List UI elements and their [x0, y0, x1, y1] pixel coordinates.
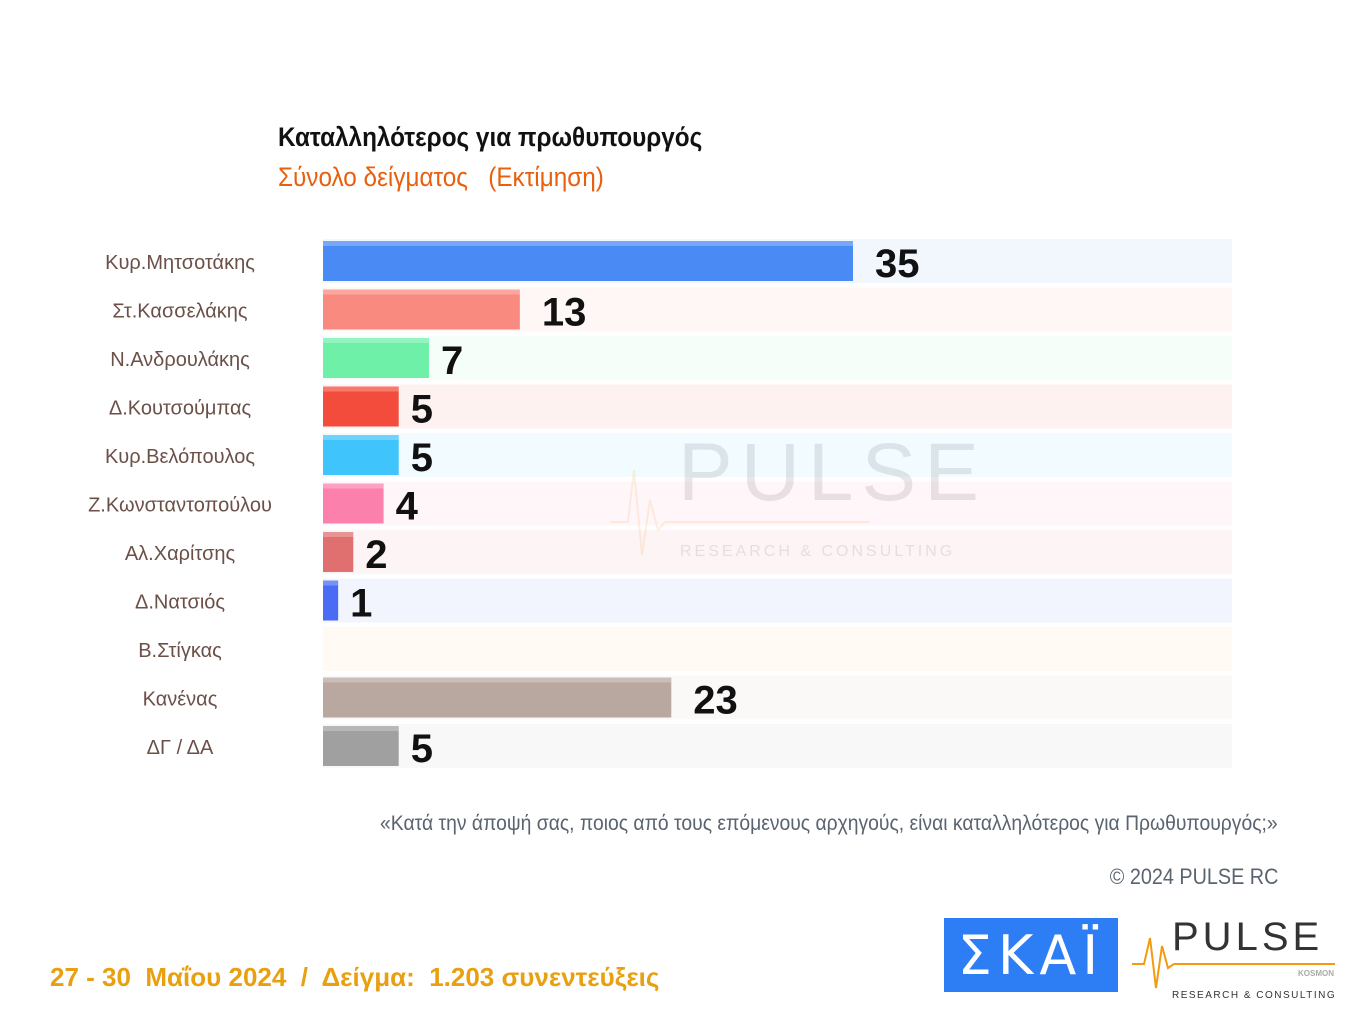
- skai-logo: ΣΚΑΪ: [944, 918, 1118, 992]
- row-band: [323, 724, 1232, 768]
- bar-highlight: [323, 726, 399, 731]
- value-label: 2: [365, 533, 387, 577]
- category-label: Β.Στίγκας: [138, 640, 222, 662]
- bar-highlight: [323, 338, 429, 343]
- category-label: Αλ.Χαρίτσης: [125, 543, 236, 565]
- value-label: 5: [411, 727, 433, 771]
- value-label: 1: [350, 582, 372, 626]
- bar-highlight: [323, 677, 672, 683]
- category-label: Δ.Νατσιός: [135, 592, 225, 614]
- bar-highlight: [323, 241, 853, 246]
- category-label: Κανένας: [143, 689, 218, 711]
- chart-subtitle: Σύνολο δείγματος (Εκτίμηση): [278, 162, 604, 192]
- value-label: 5: [411, 388, 433, 432]
- bar: [323, 338, 429, 378]
- bar: [323, 386, 399, 427]
- bar-highlight: [323, 532, 354, 537]
- survey-dates-sample: 27 - 30 Μαΐου 2024 / Δείγμα: 1.203 συνεν…: [50, 962, 660, 992]
- bar: [323, 726, 399, 766]
- svg-text:RESEARCH & CONSULTING: RESEARCH & CONSULTING: [680, 543, 955, 560]
- row-band: [323, 578, 1232, 623]
- row-band: [323, 530, 1232, 574]
- bar: [323, 532, 354, 572]
- bar-highlight: [323, 435, 399, 440]
- value-label: 35: [875, 242, 920, 286]
- value-label: 13: [542, 291, 587, 335]
- svg-text:PULSE: PULSE: [1172, 915, 1323, 959]
- value-label: 4: [396, 485, 419, 529]
- category-label: ΔΓ / ΔΑ: [147, 737, 214, 759]
- bar-chart: PULSE RESEARCH & CONSULTING Κυρ.Μητσοτάκ…: [88, 239, 1232, 771]
- category-label: Ν.Ανδρουλάκης: [110, 349, 250, 371]
- row-band: [323, 627, 1232, 671]
- watermark: PULSE RESEARCH & CONSULTING: [610, 427, 987, 560]
- svg-text:RESEARCH & CONSULTING: RESEARCH & CONSULTING: [1172, 990, 1336, 1001]
- bar-highlight: [323, 289, 520, 295]
- category-label: Ζ.Κωνσταντοπούλου: [88, 495, 272, 517]
- bar: [323, 580, 339, 621]
- survey-question: «Κατά την άποψή σας, ποιος από τους επόμ…: [380, 812, 1278, 835]
- category-label: Δ.Κουτσούμπας: [109, 398, 252, 420]
- row-band: [323, 481, 1232, 526]
- bar: [323, 435, 399, 475]
- value-label: 7: [441, 339, 463, 383]
- bar-highlight: [323, 483, 384, 489]
- bar-highlight: [323, 580, 339, 586]
- row-band: [323, 384, 1232, 429]
- bar: [323, 289, 520, 330]
- svg-text:PULSE: PULSE: [678, 427, 987, 518]
- svg-text:KOSMON: KOSMON: [1298, 969, 1334, 978]
- bar: [323, 241, 853, 281]
- bar: [323, 483, 384, 524]
- category-label: Στ.Κασσελάκης: [112, 301, 248, 323]
- value-label: 5: [411, 436, 433, 480]
- bar: [323, 677, 672, 718]
- category-label: Κυρ.Βελόπουλος: [105, 446, 255, 468]
- svg-text:ΣΚΑΪ: ΣΚΑΪ: [958, 924, 1104, 987]
- copyright: © 2024 PULSE RC: [1109, 864, 1278, 889]
- row-band: [323, 336, 1232, 380]
- pulse-logo: PULSE KOSMON RESEARCH & CONSULTING: [1130, 914, 1350, 1006]
- category-label: Κυρ.Μητσοτάκης: [105, 252, 255, 274]
- bar-highlight: [323, 386, 399, 392]
- value-label: 23: [693, 679, 738, 723]
- row-band: [323, 433, 1232, 477]
- chart-title: Καταλληλότερος για πρωθυπουργός: [278, 122, 703, 152]
